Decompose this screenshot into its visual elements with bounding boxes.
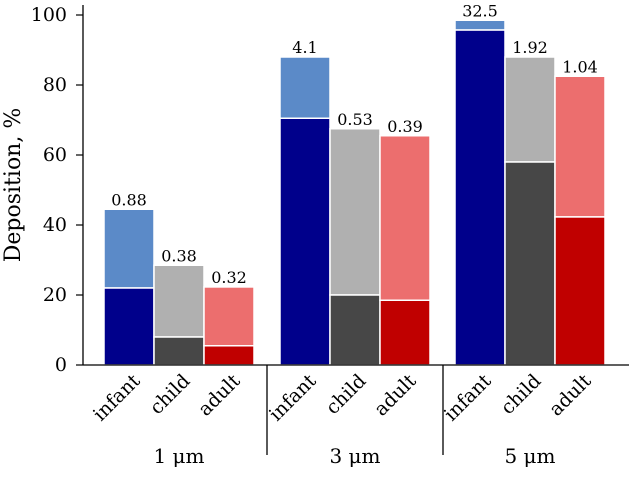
category-label-adult: adult <box>194 370 245 421</box>
category-label-child: child <box>146 370 195 419</box>
category-label-child: child <box>322 370 371 419</box>
y-tick-label: 0 <box>55 354 67 376</box>
value-labels: 0.88 0.38 0.32 4.1 0.53 0.39 32.5 1.92 1.04 <box>111 1 598 287</box>
value-label: 0.32 <box>211 268 247 287</box>
bar-lower-adult <box>379 299 431 366</box>
bar-upper-infant <box>103 208 155 289</box>
value-label: 0.53 <box>337 110 373 129</box>
group-label: 3 μm <box>329 444 380 468</box>
bar-upper-adult <box>554 75 606 218</box>
category-label-adult: adult <box>545 370 596 421</box>
y-ticks: 0 20 40 60 80 100 <box>31 4 83 376</box>
group-labels: 1 μm 3 μm 5 μm <box>153 365 556 468</box>
category-label-infant: infant <box>440 370 496 426</box>
bar-lower-child <box>153 336 205 366</box>
bar-upper-child <box>153 264 205 338</box>
y-tick-label: 80 <box>43 74 67 96</box>
group-label: 1 μm <box>153 444 204 468</box>
value-label: 0.38 <box>161 246 197 265</box>
bar-lower-infant <box>103 287 155 366</box>
y-axis-label: Deposition, % <box>1 108 26 263</box>
value-label: 0.39 <box>387 117 423 136</box>
y-tick-label: 100 <box>31 4 67 26</box>
bar-upper-infant <box>279 56 331 119</box>
group-label: 5 μm <box>504 444 555 468</box>
category-label-child: child <box>497 370 546 419</box>
bar-upper-child <box>504 56 556 163</box>
bar-upper-child <box>329 128 381 296</box>
category-label-infant: infant <box>265 370 321 426</box>
category-label-infant: infant <box>89 370 145 426</box>
value-label: 1.04 <box>562 57 598 76</box>
bar-upper-adult <box>203 286 255 347</box>
value-label: 0.88 <box>111 190 147 209</box>
bar-lower-adult <box>203 345 255 366</box>
value-label: 4.1 <box>292 38 317 57</box>
y-tick-label: 60 <box>43 144 67 166</box>
bar-lower-infant <box>279 117 331 366</box>
bar-upper-infant <box>454 19 506 31</box>
bar-lower-infant <box>454 29 506 366</box>
bar-lower-child <box>504 161 556 366</box>
y-tick-label: 20 <box>43 284 67 306</box>
bars-layer <box>103 19 606 366</box>
value-label: 1.92 <box>512 38 548 57</box>
category-label-adult: adult <box>370 370 421 421</box>
bar-upper-adult <box>379 135 431 301</box>
y-tick-label: 40 <box>43 214 67 236</box>
category-labels: infant child adult infant child adult infant ch… <box>89 370 596 426</box>
bar-lower-child <box>329 294 381 366</box>
value-label: 32.5 <box>462 1 498 20</box>
bar-lower-adult <box>554 216 606 366</box>
